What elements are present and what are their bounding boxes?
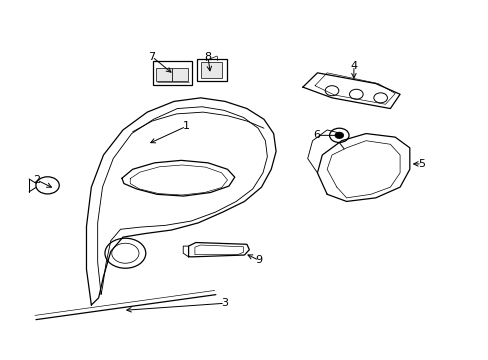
Text: 1: 1 — [183, 121, 189, 131]
Text: 6: 6 — [312, 130, 319, 140]
FancyBboxPatch shape — [153, 61, 192, 85]
FancyBboxPatch shape — [197, 59, 226, 81]
Text: 8: 8 — [204, 52, 211, 62]
Text: 4: 4 — [349, 61, 357, 71]
FancyBboxPatch shape — [156, 68, 171, 81]
FancyBboxPatch shape — [201, 63, 222, 78]
Text: 9: 9 — [255, 255, 262, 265]
Text: 2: 2 — [33, 175, 41, 185]
Text: 5: 5 — [418, 159, 425, 169]
Text: 3: 3 — [221, 298, 228, 308]
Circle shape — [334, 132, 343, 139]
Text: 7: 7 — [148, 52, 155, 62]
FancyBboxPatch shape — [172, 68, 188, 81]
